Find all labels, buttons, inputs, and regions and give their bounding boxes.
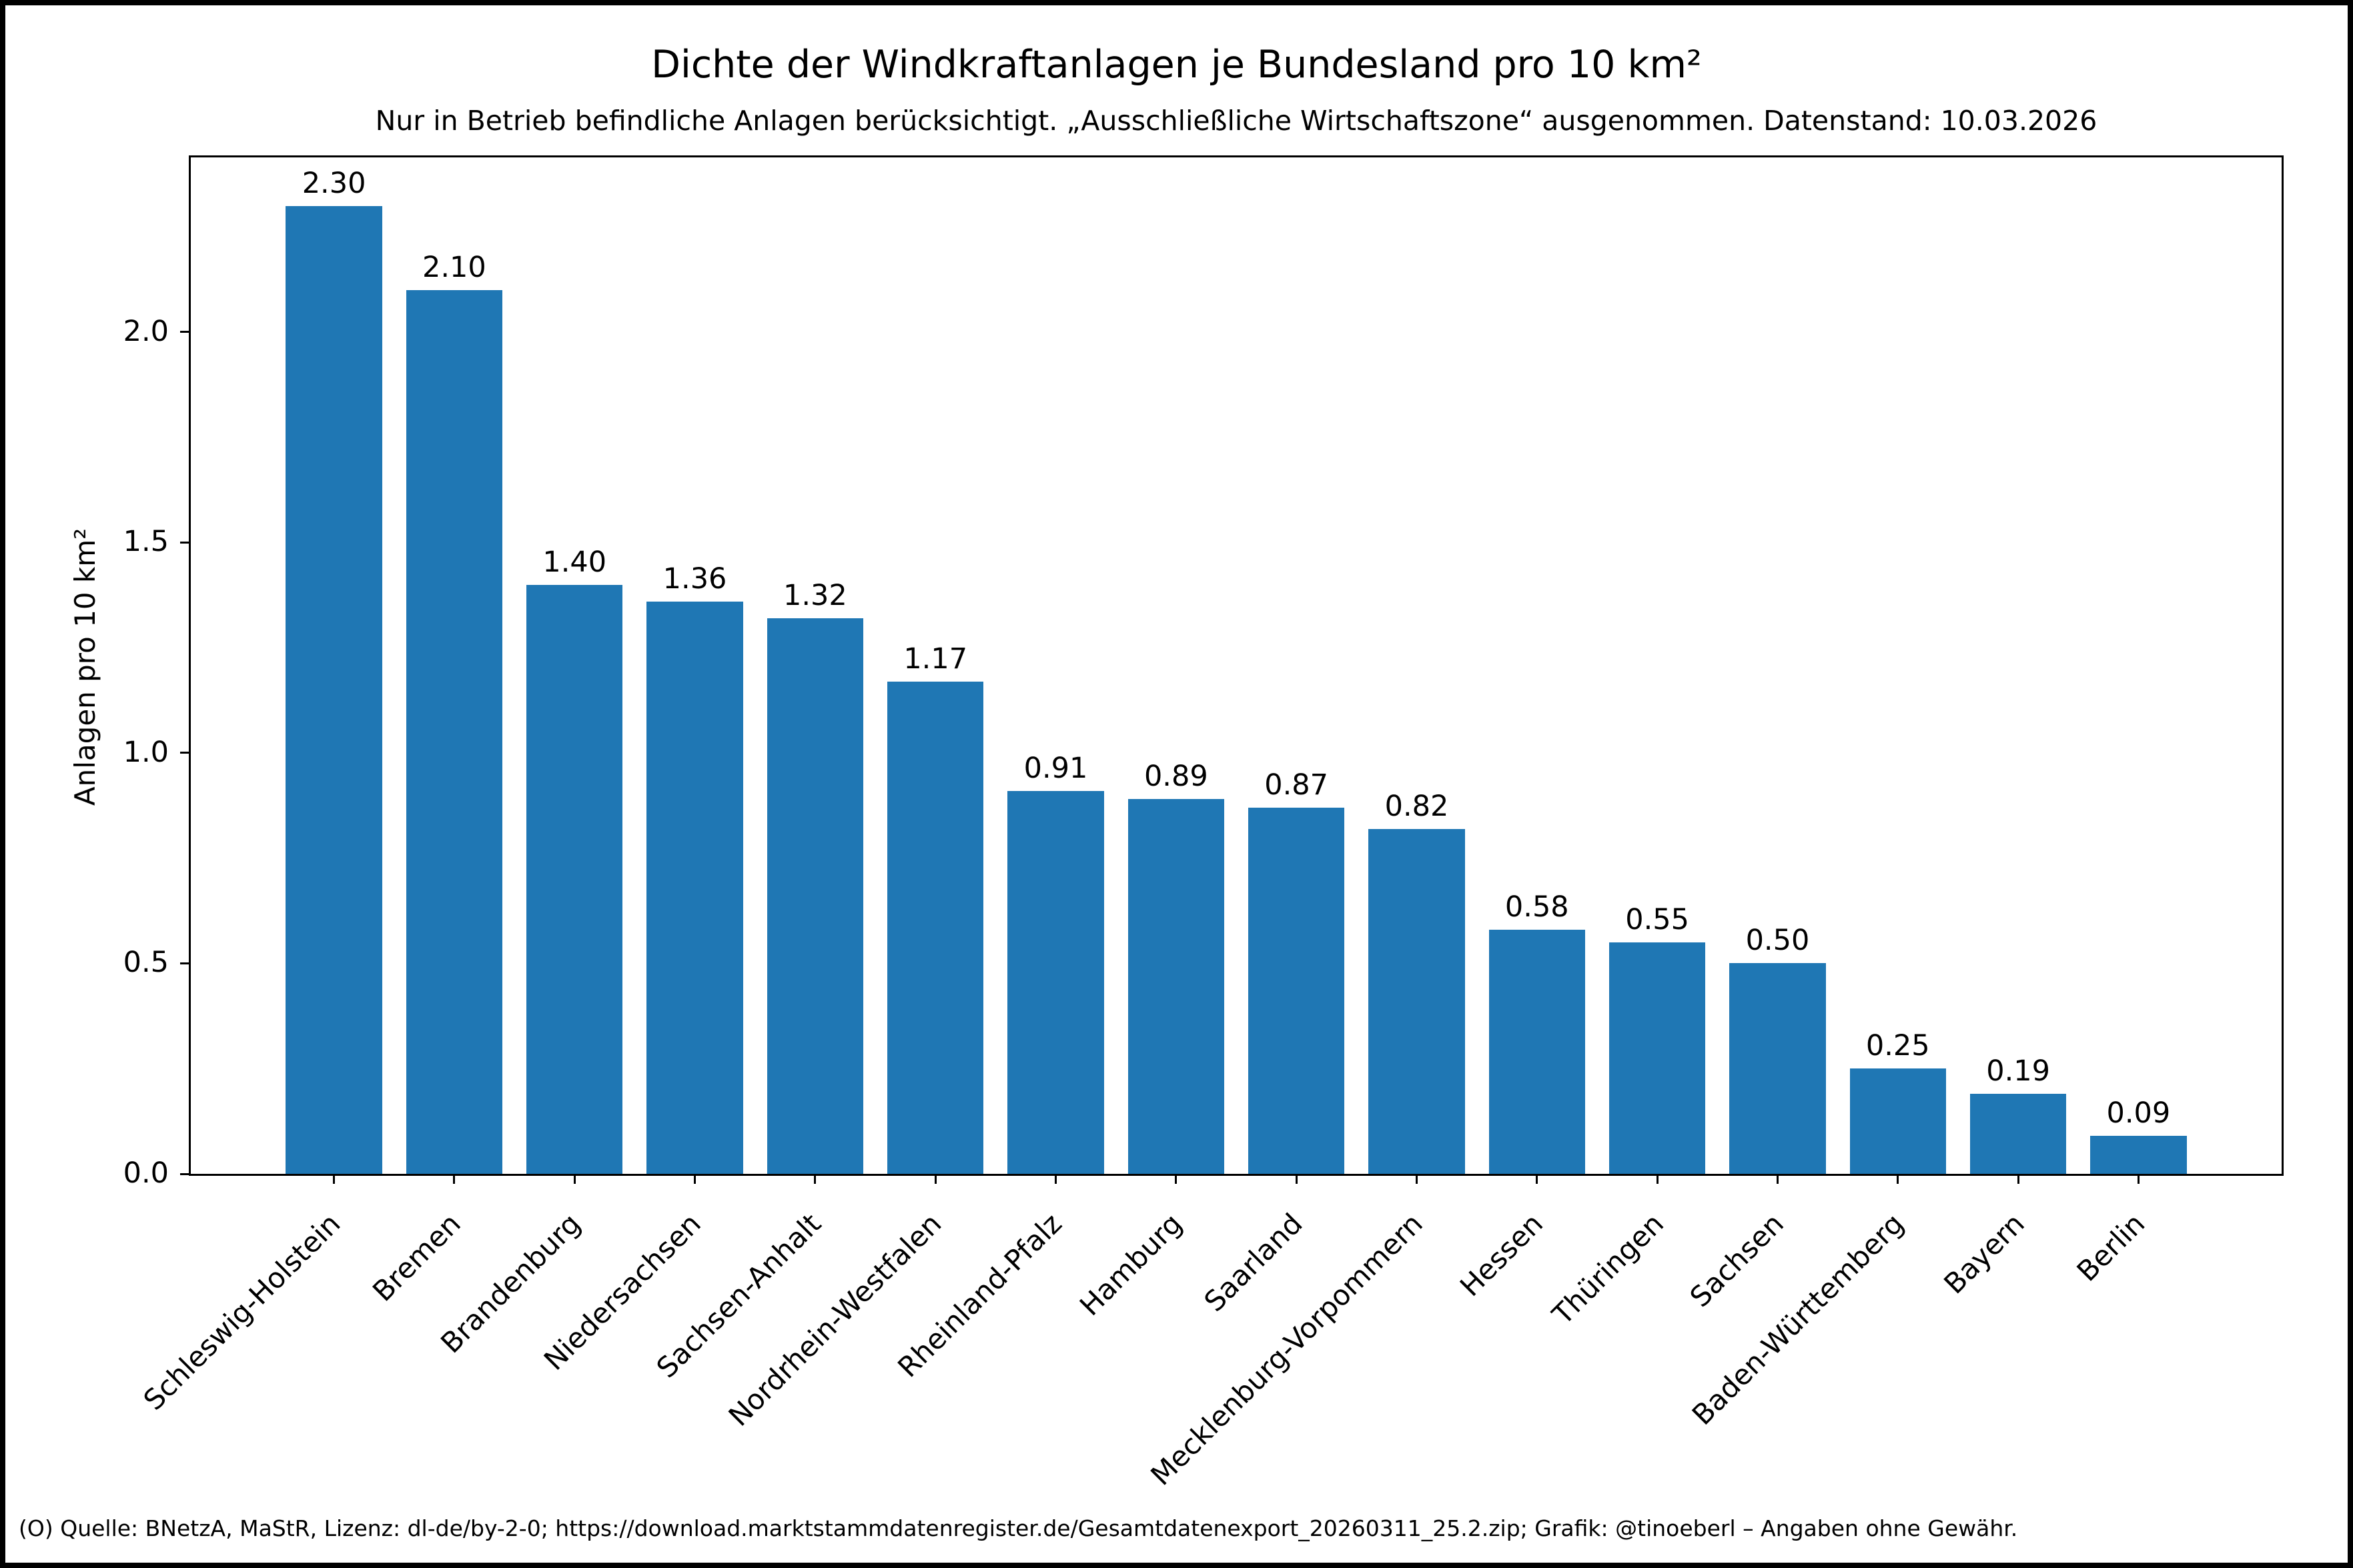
x-tick-label: Berlin	[2070, 1207, 2151, 1288]
x-tick-mark	[814, 1174, 817, 1184]
y-tick-label: 2.0	[123, 314, 169, 348]
bar	[286, 205, 382, 1174]
x-tick-mark	[934, 1174, 937, 1184]
plot-area: 0.0 0.5 1.0 1.5 2.0 2.30 Schleswig-Holstein 2.1…	[123, 155, 2284, 1492]
source-footer: (O) Quelle: BNetzA, MaStR, Lizenz: dl-de…	[19, 1515, 2018, 1541]
y-tick-label: 1.5	[123, 525, 169, 559]
y-axis-label: Anlagen pro 10 km²	[69, 528, 101, 806]
bar-value-label: 2.30	[302, 166, 366, 200]
x-tick-label: Sachsen	[1683, 1207, 1790, 1314]
bar	[887, 681, 984, 1174]
x-tick-label: Schleswig-Holstein	[137, 1207, 347, 1417]
bar	[1729, 963, 1826, 1174]
x-tick-mark	[1656, 1174, 1659, 1184]
x-tick-mark	[2137, 1174, 2140, 1184]
x-tick-label: Hessen	[1454, 1207, 1550, 1303]
x-tick-mark	[1175, 1174, 1178, 1184]
x-tick-mark	[1415, 1174, 1418, 1184]
bar-value-label: 0.91	[1023, 751, 1088, 785]
bar-value-label: 0.55	[1625, 902, 1689, 936]
x-tick-label: Hamburg	[1073, 1207, 1189, 1323]
y-tick-label: 0.5	[123, 946, 169, 980]
x-tick-mark	[694, 1174, 696, 1184]
bar	[1368, 828, 1465, 1174]
x-tick-mark	[2017, 1174, 2019, 1184]
x-tick-label: Saarland	[1198, 1207, 1309, 1319]
x-tick-mark	[1536, 1174, 1538, 1184]
bar-value-label: 0.09	[2106, 1096, 2171, 1130]
bar	[1127, 799, 1224, 1174]
bar-value-label: 1.17	[903, 642, 968, 676]
y-tick-mark	[180, 541, 191, 544]
bar	[646, 601, 743, 1174]
x-tick-label: Nordrhein-Westfalen	[722, 1207, 948, 1433]
y-tick-label: 0.0	[123, 1156, 169, 1190]
x-tick-mark	[1055, 1174, 1057, 1184]
x-tick-mark	[453, 1174, 456, 1184]
bar-value-label: 1.40	[542, 545, 607, 579]
bar-value-label: 0.25	[1865, 1029, 1930, 1063]
bar	[2090, 1136, 2187, 1174]
bar-value-label: 0.82	[1384, 789, 1449, 823]
bar-value-label: 0.50	[1745, 924, 1810, 958]
bar	[1248, 807, 1345, 1174]
bar-value-label: 2.10	[422, 250, 486, 284]
x-tick-mark	[1897, 1174, 1899, 1184]
x-tick-label: Thüringen	[1545, 1207, 1670, 1331]
bar-value-label: 0.58	[1504, 890, 1569, 924]
bar	[1488, 930, 1585, 1174]
bar-value-label: 1.32	[783, 579, 847, 613]
bar-value-label: 0.19	[1986, 1054, 2050, 1088]
chart-subtitle: Nur in Betrieb befindliche Anlagen berüc…	[375, 105, 2097, 137]
bar-value-label: 1.36	[662, 562, 727, 596]
x-tick-label: Baden-Württemberg	[1686, 1207, 1911, 1432]
bar	[767, 618, 863, 1174]
x-tick-mark	[573, 1174, 576, 1184]
y-tick-mark	[180, 331, 191, 333]
y-tick-mark	[180, 752, 191, 754]
x-tick-mark	[333, 1174, 336, 1184]
y-tick-label: 1.0	[123, 735, 169, 769]
bar-value-label: 0.89	[1143, 760, 1208, 794]
bar	[406, 289, 503, 1174]
bar	[1849, 1068, 1946, 1174]
x-tick-mark	[1295, 1174, 1298, 1184]
x-tick-mark	[1776, 1174, 1779, 1184]
bar	[1969, 1094, 2067, 1174]
bar-value-label: 0.87	[1264, 768, 1329, 802]
chart-title: Dichte der Windkraftanlagen je Bundeslan…	[651, 43, 1702, 87]
bar	[526, 584, 623, 1174]
bar	[1608, 942, 1706, 1174]
x-tick-label: Bremen	[366, 1207, 467, 1308]
y-tick-mark	[180, 962, 191, 964]
x-tick-label: Bayern	[1937, 1207, 2031, 1301]
bar	[1007, 790, 1104, 1174]
y-tick-mark	[180, 1172, 191, 1175]
